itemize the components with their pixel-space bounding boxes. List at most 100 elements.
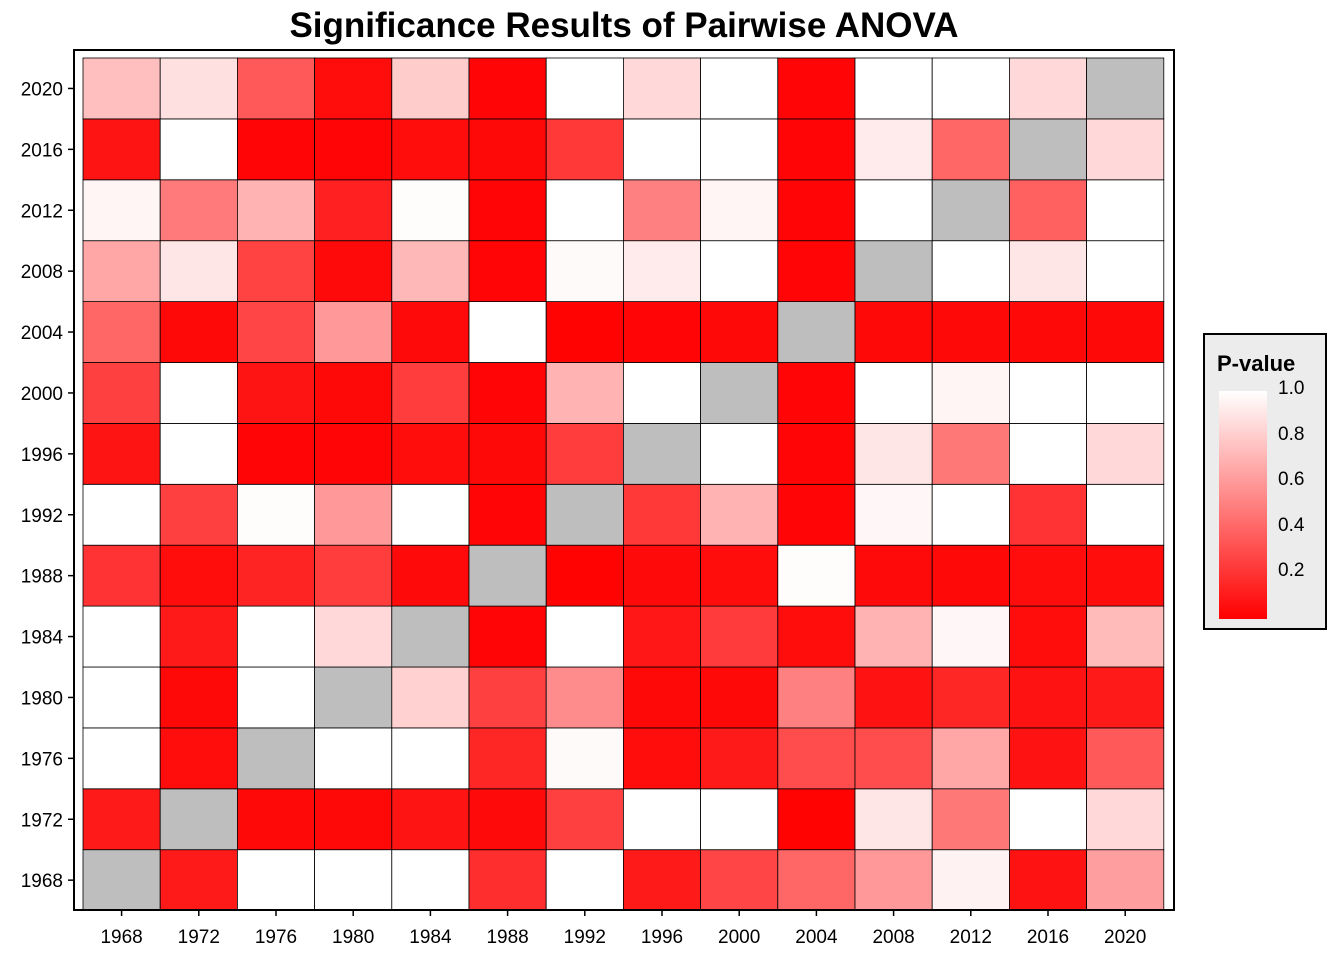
heatmap-cell (314, 605, 393, 668)
heatmap-cell (623, 301, 702, 363)
heatmap-cell (931, 605, 1010, 668)
heatmap-cell (314, 422, 393, 485)
heatmap-cell (545, 605, 624, 668)
heatmap-cell (159, 666, 238, 729)
legend-tick-label: 0.2 (1278, 560, 1305, 582)
heatmap-cell (854, 240, 933, 302)
heatmap-cell (391, 301, 470, 363)
heatmap-cell (854, 118, 933, 181)
heatmap-cell (314, 544, 393, 607)
heatmap-cell (82, 788, 161, 851)
x-tick-label: 1980 (332, 927, 374, 948)
heatmap-cell (931, 362, 1010, 424)
heatmap-cell (82, 57, 161, 120)
heatmap-cell (931, 301, 1010, 363)
heatmap-cell (236, 544, 315, 607)
heatmap-cell (159, 118, 238, 181)
heatmap-cell (1009, 483, 1088, 546)
heatmap-cell (700, 727, 779, 790)
heatmap-cell (236, 118, 315, 181)
heatmap-cell (623, 544, 702, 607)
heatmap-cell (545, 179, 624, 242)
legend-colorbar (1219, 391, 1267, 619)
heatmap-cell (391, 666, 470, 729)
heatmap-cell (777, 118, 856, 181)
heatmap-cell (468, 118, 547, 181)
heatmap-cell (159, 362, 238, 424)
heatmap-cell (545, 362, 624, 424)
heatmap-cell (391, 118, 470, 181)
heatmap-cell (854, 788, 933, 851)
y-tick-label: 2000 (21, 384, 63, 405)
heatmap-cell (314, 57, 393, 120)
heatmap-cell (854, 422, 933, 485)
heatmap-cell (700, 666, 779, 729)
heatmap-cell (623, 422, 702, 485)
heatmap-cell (623, 240, 702, 302)
heatmap-cell (854, 57, 933, 120)
heatmap-cell (236, 788, 315, 851)
heatmap-cell (1009, 240, 1088, 302)
chart-title: Significance Results of Pairwise ANOVA (289, 6, 959, 45)
heatmap-cell (854, 179, 933, 242)
heatmap-cell (777, 727, 856, 790)
y-tick-label: 2008 (21, 262, 63, 283)
heatmap-cell (1086, 118, 1165, 181)
heatmap-cell (314, 483, 393, 546)
heatmap-cell (1009, 118, 1088, 181)
x-tick-label: 1976 (255, 927, 297, 948)
heatmap-cell (82, 666, 161, 729)
heatmap-cell (854, 483, 933, 546)
heatmap-cell (82, 605, 161, 668)
heatmap-cell (623, 666, 702, 729)
heatmap-cell (623, 179, 702, 242)
heatmap-cell (1009, 301, 1088, 363)
heatmap-cell (1086, 362, 1165, 424)
heatmap-cell (931, 544, 1010, 607)
heatmap-cell (159, 788, 238, 851)
heatmap-cell (314, 666, 393, 729)
panel-border (73, 49, 1175, 911)
heatmap-cell (1009, 362, 1088, 424)
heatmap-cell (1009, 727, 1088, 790)
heatmap-cell (700, 301, 779, 363)
heatmap-cell (545, 483, 624, 546)
y-tick-label: 2012 (21, 201, 63, 222)
heatmap-cell (700, 849, 779, 912)
y-tick-label: 1980 (21, 688, 63, 709)
heatmap-cell (468, 179, 547, 242)
heatmap-cell (1086, 422, 1165, 485)
x-tick-label: 2016 (1027, 927, 1069, 948)
heatmap-cell (623, 483, 702, 546)
heatmap-cell (623, 788, 702, 851)
heatmap-cell (1009, 57, 1088, 120)
heatmap-cell (854, 544, 933, 607)
heatmap-cell (777, 849, 856, 912)
legend-title: P-value (1217, 351, 1296, 376)
heatmap-cell (468, 483, 547, 546)
x-tick-label: 1968 (100, 927, 142, 948)
legend-tick-label: 0.8 (1278, 423, 1305, 445)
heatmap-cell (314, 301, 393, 363)
heatmap-cell (623, 727, 702, 790)
heatmap-cell (623, 605, 702, 668)
heatmap-cell (854, 362, 933, 424)
heatmap-cell (700, 544, 779, 607)
y-tick-label: 2004 (21, 323, 64, 344)
heatmap-cell (391, 179, 470, 242)
heatmap-cell (931, 422, 1010, 485)
heatmap-cell (391, 422, 470, 485)
heatmap-cell (1086, 240, 1165, 302)
heatmap-cell (159, 605, 238, 668)
heatmap-cell (391, 240, 470, 302)
heatmap-cell (623, 362, 702, 424)
heatmap-cell (468, 240, 547, 302)
heatmap-cell (777, 544, 856, 607)
heatmap-cell (236, 727, 315, 790)
heatmap-cell (545, 118, 624, 181)
legend-tick-label: 0.4 (1278, 514, 1305, 536)
heatmap-cell (700, 240, 779, 302)
heatmap-cell (391, 57, 470, 120)
heatmap-cell (777, 605, 856, 668)
x-tick-label: 2020 (1104, 927, 1146, 948)
